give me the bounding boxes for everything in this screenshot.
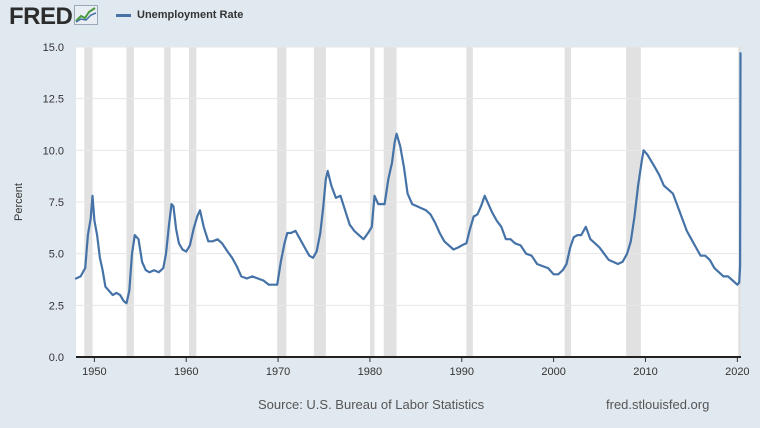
y-tick-label: 10.0	[43, 145, 64, 157]
y-tick-label: 15.0	[43, 42, 64, 54]
x-tick-label: 2000	[541, 366, 565, 378]
y-tick-label: 2.5	[49, 300, 64, 312]
logo-graph-icon	[74, 4, 99, 30]
x-tick-label: 1950	[82, 366, 106, 378]
series-line-unemployment-rate	[74, 52, 742, 305]
y-axis-ticks: 0.0 2.5 5.0 7.5 10.0 12.5 15.0	[43, 42, 64, 364]
x-tick-label: 2010	[633, 366, 657, 378]
x-tick-label: 1990	[450, 366, 474, 378]
y-axis-label: Percent	[13, 183, 25, 221]
y-tick-label: 5.0	[49, 249, 64, 261]
series-lines	[74, 52, 742, 305]
legend: Unemployment Rate	[116, 9, 243, 21]
x-tick-label: 1970	[266, 366, 290, 378]
y-tick-label: 7.5	[49, 197, 64, 209]
legend-swatch	[116, 13, 131, 17]
logo-text: FRED	[9, 3, 73, 30]
x-tick-label: 2020	[725, 366, 749, 378]
source-note: Source: U.S. Bureau of Labor Statistics	[258, 397, 485, 412]
x-tick-label: 1980	[358, 366, 382, 378]
y-tick-label: 0.0	[49, 352, 64, 364]
gridlines	[76, 46, 741, 306]
x-tick-label: 1960	[174, 366, 198, 378]
fred-logo[interactable]: FRED	[9, 3, 99, 30]
x-axis-ticks: 1950 1960 1970 1980 1990 2000 2010 2020	[82, 357, 750, 378]
y-tick-label: 12.5	[43, 94, 64, 106]
source-url-link[interactable]: fred.stlouisfed.org	[606, 397, 710, 412]
legend-label: Unemployment Rate	[137, 9, 244, 21]
